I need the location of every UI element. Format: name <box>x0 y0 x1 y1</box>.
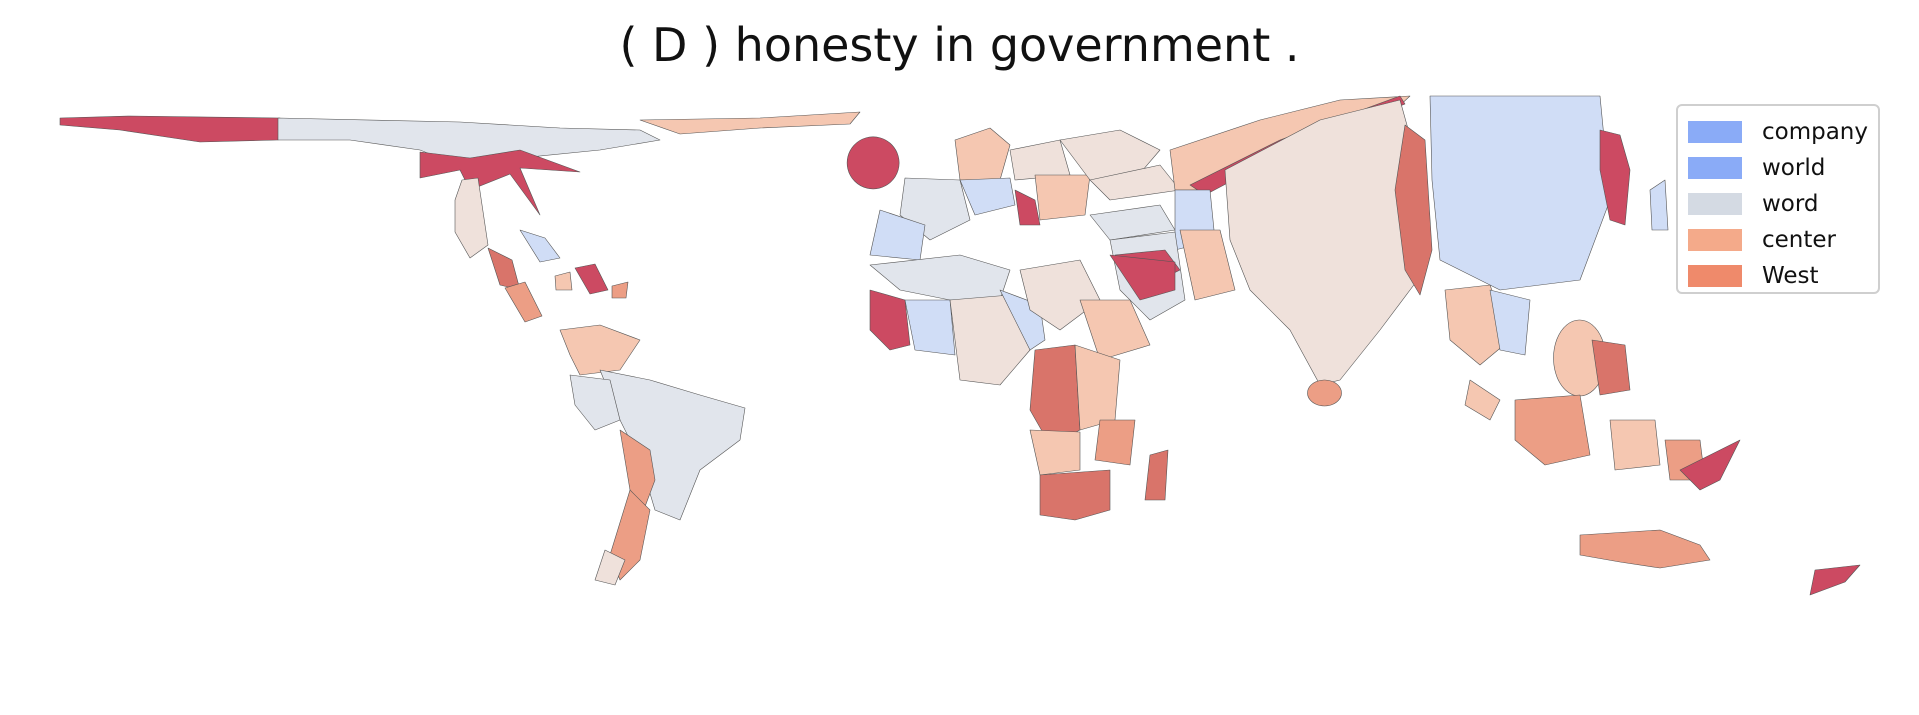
legend-item-west: West <box>1688 258 1868 294</box>
region-indonesia-1 <box>1514 394 1591 466</box>
region-angola <box>1029 429 1081 476</box>
legend-label: center <box>1762 227 1836 253</box>
region-horn <box>1109 254 1176 301</box>
region-caribbean-2 <box>574 263 609 295</box>
legend-item-word: word <box>1688 186 1868 222</box>
region-new-zealand <box>1809 564 1861 596</box>
region-central-america-1 <box>487 247 521 291</box>
region-caribbean-1 <box>519 229 561 263</box>
region-poland <box>1009 139 1071 181</box>
map-title: ( D ) honesty in government . <box>619 18 1300 72</box>
region-tanzania <box>1094 419 1136 466</box>
region-japan <box>1649 179 1669 231</box>
region-sri-lanka <box>1307 379 1342 407</box>
region-caribbean-3 <box>611 281 629 299</box>
region-venezuela-colombia <box>559 324 641 376</box>
region-alaska-strip <box>59 115 281 143</box>
region-west-africa-1 <box>869 289 911 351</box>
region-india <box>1224 99 1426 386</box>
legend-item-world: world <box>1688 150 1868 186</box>
region-iceland-uk <box>846 136 900 190</box>
legend-swatch-world <box>1688 157 1742 179</box>
region-ethiopia <box>1079 299 1151 361</box>
region-greenland-strip <box>639 111 861 135</box>
legend-item-company: company <box>1688 114 1868 150</box>
region-bolivia-chile <box>619 429 656 521</box>
region-italy <box>1014 189 1041 226</box>
region-korea <box>1599 129 1631 226</box>
region-east-africa <box>1074 344 1121 431</box>
region-central-america-2 <box>504 281 543 323</box>
region-southern-africa <box>1039 469 1111 521</box>
region-west-africa-2 <box>904 299 956 356</box>
region-scandinavia <box>954 127 1011 181</box>
region-philippines-inner <box>1591 339 1631 396</box>
legend-item-center: center <box>1688 222 1868 258</box>
region-china <box>1429 95 1611 291</box>
region-usa-fan <box>419 149 581 216</box>
legend-label: company <box>1761 119 1868 145</box>
legend-label: West <box>1762 263 1819 289</box>
region-papua <box>1679 439 1741 491</box>
legend-label: world <box>1762 155 1826 181</box>
region-southeast-asia-2 <box>1489 289 1531 356</box>
region-balkans <box>1034 174 1091 221</box>
region-west-africa-3 <box>949 294 1031 386</box>
region-germany <box>959 177 1016 216</box>
region-bangladesh <box>1394 124 1433 296</box>
legend-swatch-company <box>1688 121 1742 143</box>
legend-label: word <box>1762 191 1819 217</box>
legend-swatch-center <box>1688 229 1742 251</box>
region-caribbean-4 <box>554 271 573 291</box>
region-brazil <box>599 369 746 521</box>
region-mexico <box>454 177 489 259</box>
region-australia <box>1579 529 1711 569</box>
region-indonesia-2 <box>1609 419 1661 471</box>
region-north-africa-west <box>869 254 1011 301</box>
region-malaysia <box>1464 379 1501 421</box>
region-canada-strip <box>277 117 661 171</box>
region-iran <box>1179 229 1236 301</box>
region-peru <box>569 374 621 431</box>
legend-swatch-word <box>1688 193 1742 215</box>
legend-swatch-west <box>1688 265 1742 287</box>
region-sudan <box>1019 259 1101 331</box>
region-madagascar <box>1144 449 1169 501</box>
map-legend: company world word center West <box>1676 104 1880 294</box>
region-patagonia <box>594 549 626 586</box>
